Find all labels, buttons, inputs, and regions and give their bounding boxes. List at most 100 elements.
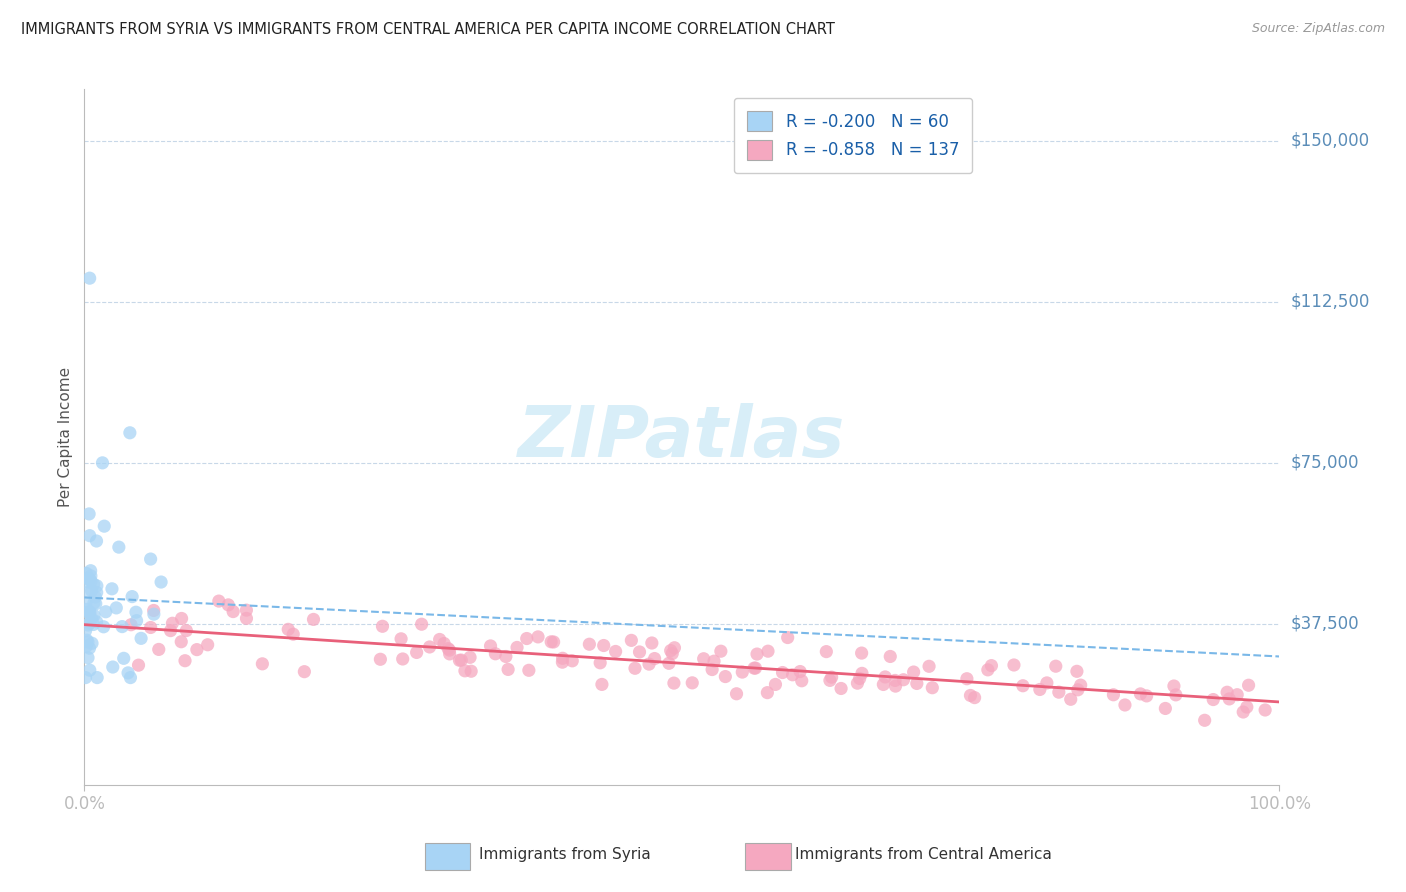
Point <box>893 673 915 687</box>
Y-axis label: Per Capita Income: Per Capita Income <box>58 367 73 508</box>
Point <box>128 658 150 673</box>
Point <box>159 624 181 638</box>
Point <box>433 636 456 650</box>
Point <box>450 653 472 667</box>
Point <box>851 666 873 681</box>
Point <box>681 676 703 690</box>
Point <box>142 607 165 622</box>
Point <box>83 608 105 623</box>
Point <box>624 661 647 675</box>
Point <box>1102 688 1125 702</box>
Text: $37,500: $37,500 <box>1291 615 1360 633</box>
Point <box>80 569 103 583</box>
Point <box>516 632 538 646</box>
Point <box>391 652 413 666</box>
Point <box>170 611 193 625</box>
Point <box>921 681 943 695</box>
Point <box>120 617 142 632</box>
Point <box>692 651 714 665</box>
Point <box>76 574 98 589</box>
Point <box>419 640 441 654</box>
Point <box>1237 678 1260 692</box>
Point <box>77 507 100 521</box>
Point <box>235 603 257 617</box>
Point <box>79 641 101 656</box>
Text: IMMIGRANTS FROM SYRIA VS IMMIGRANTS FROM CENTRAL AMERICA PER CAPITA INCOME CORRE: IMMIGRANTS FROM SYRIA VS IMMIGRANTS FROM… <box>21 22 835 37</box>
Point <box>371 619 394 633</box>
Point <box>75 671 97 685</box>
Point <box>142 603 165 617</box>
Point <box>439 647 461 661</box>
Point <box>963 690 986 705</box>
Point <box>80 636 103 650</box>
Point <box>644 651 666 665</box>
Point <box>731 665 754 679</box>
Point <box>120 671 142 685</box>
Point <box>662 676 685 690</box>
Point <box>79 271 101 285</box>
Point <box>517 663 540 677</box>
Point <box>742 661 765 675</box>
Point <box>959 689 981 703</box>
Point <box>101 582 124 596</box>
Point <box>1129 687 1152 701</box>
Point <box>76 602 98 616</box>
Point <box>884 673 907 688</box>
Point <box>725 687 748 701</box>
Point <box>484 647 506 661</box>
Point <box>84 590 107 604</box>
Point <box>82 617 104 632</box>
Point <box>77 618 100 632</box>
Point <box>389 632 412 646</box>
Point <box>101 660 124 674</box>
Legend: R = -0.200   N = 60, R = -0.858   N = 137: R = -0.200 N = 60, R = -0.858 N = 137 <box>734 97 973 173</box>
Point <box>848 672 870 686</box>
Point <box>1066 665 1088 679</box>
Point <box>1136 689 1159 703</box>
Point <box>879 649 901 664</box>
Point <box>496 662 519 676</box>
Point <box>83 596 105 610</box>
Point <box>117 665 139 680</box>
Point <box>551 651 574 665</box>
Point <box>79 572 101 586</box>
Point <box>77 605 100 619</box>
Point <box>872 677 894 691</box>
Point <box>75 596 97 610</box>
Point <box>80 574 103 589</box>
FancyBboxPatch shape <box>745 844 790 870</box>
Point <box>790 673 813 688</box>
Point <box>112 651 135 665</box>
Point <box>638 657 661 672</box>
Point <box>620 633 643 648</box>
Point <box>79 564 101 578</box>
FancyBboxPatch shape <box>425 844 471 870</box>
Point <box>589 656 612 670</box>
Point <box>429 632 451 647</box>
Point <box>83 577 105 591</box>
Point <box>208 594 231 608</box>
Point <box>1002 658 1025 673</box>
Point <box>94 605 117 619</box>
Point <box>744 661 766 675</box>
Point <box>815 645 838 659</box>
Point <box>903 665 925 679</box>
Point <box>605 644 627 658</box>
Point <box>79 529 101 543</box>
Point <box>820 670 842 684</box>
Point <box>905 676 928 690</box>
Text: $150,000: $150,000 <box>1291 132 1369 150</box>
Point <box>1070 678 1092 692</box>
Point <box>846 676 869 690</box>
Point <box>1254 703 1277 717</box>
Point <box>77 635 100 649</box>
Point <box>454 664 477 678</box>
Point <box>111 619 134 633</box>
Point <box>1226 688 1249 702</box>
Point <box>292 665 315 679</box>
Point <box>1154 701 1177 715</box>
Point <box>174 654 197 668</box>
Point <box>1036 676 1059 690</box>
Point <box>75 566 97 581</box>
Point <box>86 585 108 599</box>
